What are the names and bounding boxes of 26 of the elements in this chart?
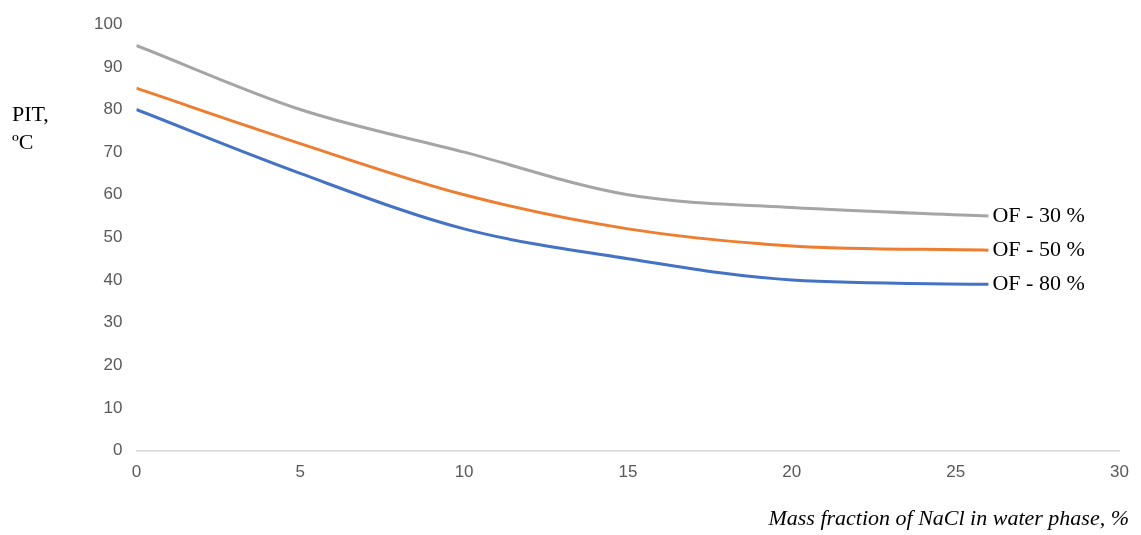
series-label: OF - 80 % <box>992 270 1085 296</box>
y-tick-label: 20 <box>103 355 123 375</box>
x-tick-label: 15 <box>618 462 638 482</box>
y-tick-label: 80 <box>103 99 123 119</box>
x-tick-label: 10 <box>454 462 474 482</box>
y-tick-label: 0 <box>112 440 123 460</box>
y-tick-label: 60 <box>103 184 123 204</box>
x-tick-label: 25 <box>946 462 966 482</box>
series-label: OF - 50 % <box>992 235 1085 261</box>
y-tick-label: 100 <box>93 13 123 33</box>
x-tick-label: 0 <box>131 462 142 482</box>
x-axis-title: Mass fraction of NaCl in water phase, % <box>768 505 1129 531</box>
y-tick-label: 30 <box>103 312 123 332</box>
series-label: OF - 30 % <box>992 201 1085 227</box>
y-tick-label: 70 <box>103 141 123 161</box>
y-axis-title: PIT, ºC <box>12 100 50 156</box>
x-tick-label: 30 <box>1110 462 1130 482</box>
y-tick-label: 40 <box>103 269 123 289</box>
y-tick-label: 10 <box>103 397 123 417</box>
y-tick-label: 50 <box>103 227 123 247</box>
line-series <box>136 44 990 218</box>
y-tick-label: 90 <box>103 56 123 76</box>
line-series <box>136 107 990 286</box>
x-tick-label: 5 <box>295 462 305 482</box>
x-tick-label: 20 <box>782 462 802 482</box>
line-series <box>136 86 990 252</box>
